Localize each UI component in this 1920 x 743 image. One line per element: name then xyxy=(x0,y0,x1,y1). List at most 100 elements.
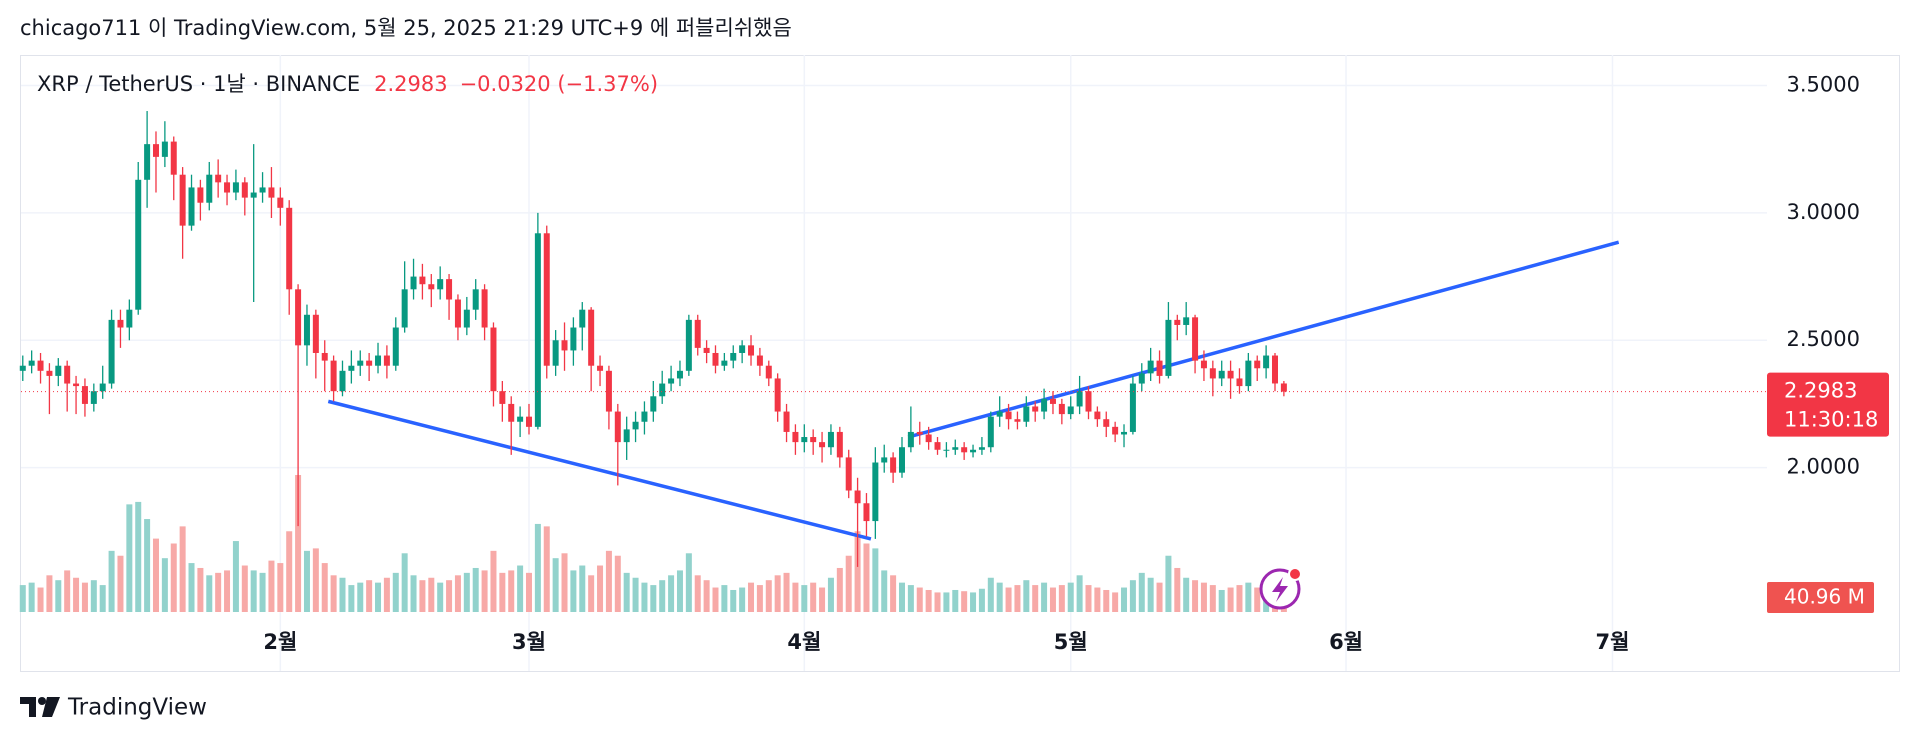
candle-body xyxy=(588,309,595,366)
candle-body xyxy=(117,319,124,328)
candle-body xyxy=(970,449,977,453)
candle-body xyxy=(739,345,746,353)
volume-bar xyxy=(579,565,586,612)
volume-bar xyxy=(108,550,115,612)
candle-body xyxy=(712,352,719,366)
candle-body xyxy=(1280,383,1287,392)
volume-bar xyxy=(90,580,97,612)
candle-body xyxy=(472,289,479,310)
candle-body xyxy=(1049,398,1056,404)
volume-bar xyxy=(694,575,701,612)
volume-label: 40.96 M xyxy=(1784,585,1865,609)
candle-body xyxy=(366,360,373,366)
volume-bar xyxy=(676,570,683,612)
candle-body xyxy=(961,447,968,453)
candle-body xyxy=(721,360,728,366)
candle-body xyxy=(765,365,772,379)
candle-body xyxy=(241,182,248,198)
countdown-label: 11:30:18 xyxy=(1784,408,1878,432)
volume-bar xyxy=(898,582,905,612)
candle-body xyxy=(1014,419,1021,422)
volume-bar xyxy=(1209,585,1216,612)
candle-body xyxy=(197,187,204,203)
volume-bar xyxy=(197,567,204,612)
candle-body xyxy=(490,327,497,392)
volume-bar xyxy=(268,560,275,612)
volume-bar xyxy=(1032,585,1039,612)
candle-body xyxy=(188,187,195,226)
candle-body xyxy=(907,431,914,448)
candle-body xyxy=(437,279,444,290)
volume-bar xyxy=(410,575,417,612)
candle-body xyxy=(819,442,826,448)
candle-body xyxy=(108,319,115,384)
volume-bar xyxy=(774,575,781,612)
volume-bar xyxy=(481,570,488,612)
candle-body xyxy=(534,233,541,427)
candle-body xyxy=(792,431,799,443)
volume-bar xyxy=(1218,589,1225,612)
candle-body xyxy=(463,309,470,328)
candle-body xyxy=(428,284,435,290)
volume-bar xyxy=(126,504,133,612)
candle-body xyxy=(1032,406,1039,412)
volume-bar xyxy=(703,580,710,612)
volume-bar xyxy=(641,582,648,612)
volume-bar xyxy=(1245,582,1252,612)
volume-bar xyxy=(357,582,364,612)
volume-bar xyxy=(517,565,524,612)
volume-bar xyxy=(1200,582,1207,612)
volume-bar xyxy=(437,582,444,612)
live-icon-bolt xyxy=(1272,577,1288,602)
candle-body xyxy=(641,411,648,422)
candle-body xyxy=(1112,426,1119,435)
candle-body xyxy=(605,370,612,412)
candle-body xyxy=(952,447,959,450)
candle-body xyxy=(330,360,337,392)
candle-body xyxy=(570,327,577,351)
volume-bar xyxy=(1138,572,1145,612)
candle-body xyxy=(1227,370,1234,379)
candle-body xyxy=(161,141,168,157)
candle-body xyxy=(1209,368,1216,379)
candle-body xyxy=(836,431,843,458)
candle-body xyxy=(37,360,44,371)
candle-body xyxy=(1129,383,1136,432)
volume-bar xyxy=(925,589,932,612)
candle-body xyxy=(1165,319,1172,376)
candle-body xyxy=(632,421,639,430)
volume-bar xyxy=(1192,580,1199,612)
volume-bar xyxy=(765,580,772,612)
volume-bar xyxy=(499,572,506,612)
candle-body xyxy=(303,314,310,346)
candle-body xyxy=(152,144,159,157)
volume-bar xyxy=(188,563,195,612)
candle-body xyxy=(28,360,35,366)
footer-logo xyxy=(20,697,60,717)
logo-part xyxy=(42,697,60,717)
candle-body xyxy=(392,327,399,366)
candle-body xyxy=(552,340,559,366)
candle-body xyxy=(454,299,461,328)
chart-header: XRP / TetherUS · 1날 · BINANCE 2.2983 −0.03… xyxy=(37,72,658,96)
candle-body xyxy=(748,345,755,356)
volume-bar xyxy=(650,585,657,612)
volume-bar xyxy=(934,592,941,612)
candle-body xyxy=(1094,411,1101,420)
live-icon[interactable] xyxy=(1259,567,1302,610)
candle-body xyxy=(170,141,177,175)
candle-body xyxy=(676,370,683,379)
candle-body xyxy=(224,182,231,193)
y-tick-label: 2.0000 xyxy=(1787,455,1860,479)
candle-body xyxy=(1067,406,1074,415)
volume-bar xyxy=(1174,567,1181,612)
volume-bar xyxy=(525,572,532,612)
volume-bar xyxy=(383,577,390,612)
volume-bar xyxy=(170,543,177,612)
x-tick-label: 6월 xyxy=(1329,630,1363,654)
volume-bar xyxy=(286,531,293,612)
volume-bar xyxy=(943,592,950,612)
volume-bar xyxy=(1085,585,1092,612)
candle-body xyxy=(348,365,355,371)
